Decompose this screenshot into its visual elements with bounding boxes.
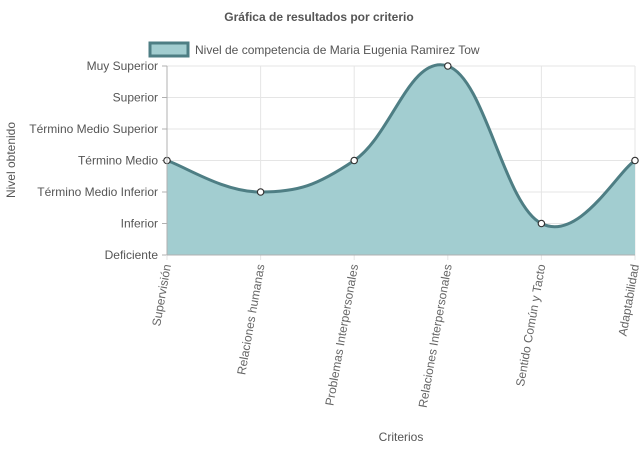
chart-title: Gráfica de resultados por criterio [224, 10, 413, 24]
legend-label: Nivel de competencia de Maria Eugenia Ra… [195, 43, 480, 57]
data-point[interactable] [350, 156, 359, 165]
y-tick-labels: Deficiente Inferior Término Medio Inferior… [29, 59, 158, 262]
y-tick-label: Inferior [121, 217, 158, 231]
x-tick-label: Relaciones Interpersonales [416, 263, 455, 409]
y-tick-label: Término Medio [78, 154, 158, 168]
series-area [167, 64, 635, 256]
y-tick-label: Término Medio Inferior [37, 185, 158, 199]
data-point[interactable] [537, 219, 546, 228]
y-tick-label: Término Medio Superior [29, 122, 158, 136]
legend-swatch [148, 41, 190, 58]
data-point[interactable] [256, 188, 265, 196]
x-tick-labels: Supervisión Relaciones humanas Problemas I… [149, 263, 639, 409]
x-tick-label: Adaptabilidad [616, 263, 639, 337]
y-tick-label: Deficiente [105, 248, 159, 262]
y-tick-label: Superior [113, 91, 158, 105]
x-axis-title: Criterios [379, 430, 424, 444]
x-tick-label: Sentido Común y Tacto [513, 263, 548, 388]
data-point[interactable] [631, 156, 639, 165]
data-point[interactable] [443, 62, 452, 70]
y-axis-title: Nivel obtenido [4, 122, 18, 198]
legend[interactable]: Nivel de competencia de Maria Eugenia Ra… [148, 41, 480, 58]
x-tick-label: Relaciones humanas [234, 263, 267, 376]
x-tick-label: Problemas Interpersonales [322, 263, 361, 407]
x-tick-label: Supervisión [149, 263, 174, 327]
y-tick-label: Muy Superior [87, 59, 158, 73]
